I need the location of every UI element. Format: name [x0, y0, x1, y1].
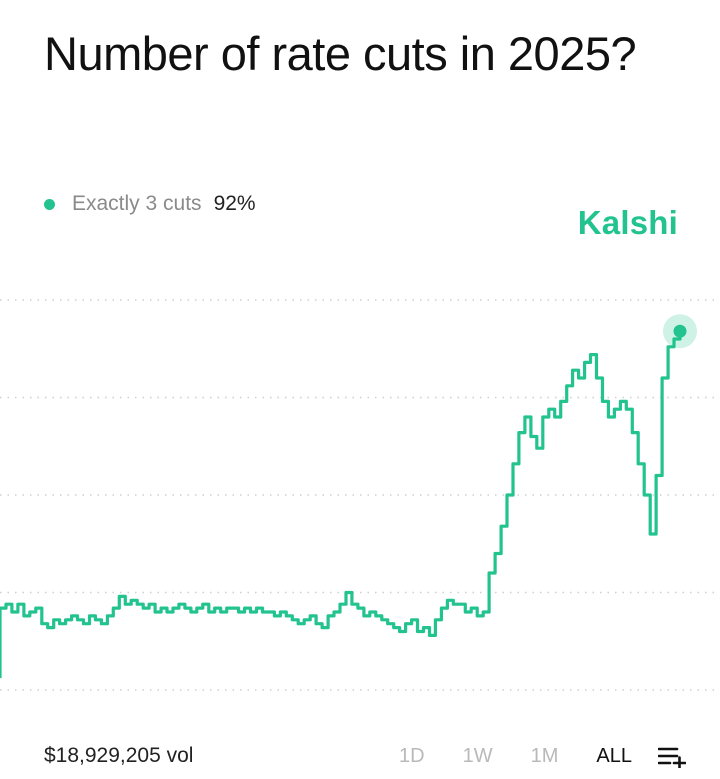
legend-value: 92% — [213, 192, 256, 215]
volume-label: $18,929,205 vol — [44, 744, 194, 767]
last-point — [673, 324, 687, 338]
series-line — [0, 331, 682, 679]
range-1w[interactable]: 1W — [462, 744, 493, 767]
list-add-icon[interactable] — [658, 744, 686, 768]
legend-dot-icon — [44, 198, 55, 210]
price-chart[interactable] — [0, 280, 720, 710]
chart-footer: $18,929,205 vol 1D 1W 1M ALL — [0, 744, 720, 774]
range-all[interactable]: ALL — [596, 744, 632, 767]
range-1m[interactable]: 1M — [530, 744, 559, 767]
range-selector: 1D 1W 1M ALL — [361, 744, 686, 768]
legend-label: Exactly 3 cuts — [72, 192, 202, 215]
page-title: Number of rate cuts in 2025? — [44, 27, 637, 80]
chart-legend: Exactly 3 cuts 92% — [44, 192, 256, 216]
brand-logo: Kalshi — [577, 204, 678, 241]
range-1d[interactable]: 1D — [399, 744, 425, 767]
